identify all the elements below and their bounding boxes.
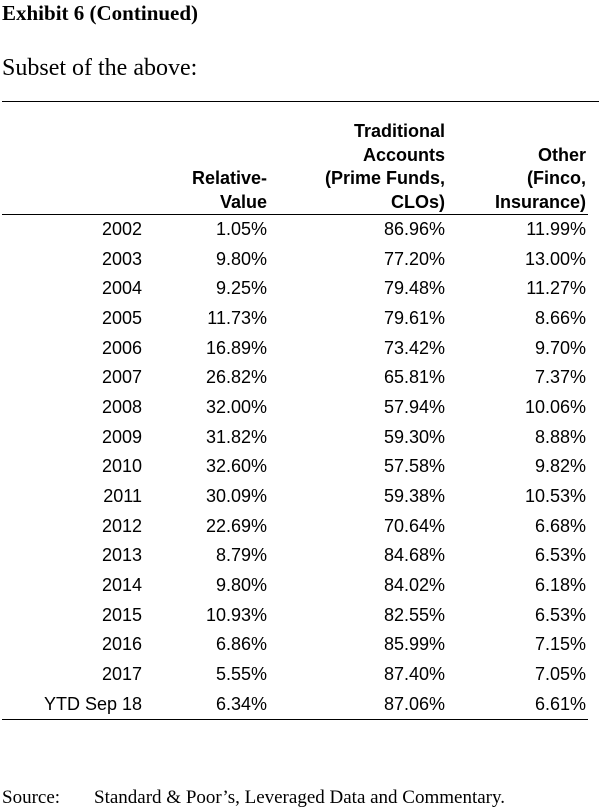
cell-relative-value: 22.69% (205, 515, 267, 536)
table-row: 2013 8.79% 84.68% 6.53% (2, 541, 588, 571)
header-row: Relative- Value Traditional Accounts (Pr… (2, 120, 588, 215)
source-note: Source: Standard & Poor’s, Leveraged Data… (2, 786, 505, 810)
cell-relative-value: 31.82% (205, 426, 267, 447)
cell-relative-value: 6.86% (215, 634, 267, 655)
cell-traditional-accounts: 84.02% (383, 574, 445, 595)
table-row: 2009 31.82% 59.30% 8.88% (2, 423, 588, 453)
cell-year: 2006 (101, 337, 142, 358)
cell-other: 11.99% (526, 219, 586, 239)
cell-traditional-accounts: 79.48% (383, 278, 445, 299)
cell-traditional-accounts: 77.20% (383, 248, 445, 269)
table-body: 2002 1.05% 86.96% 11.99% 2003 9.80% 77.20% 13.0… (2, 215, 588, 721)
cell-year: 2012 (101, 515, 142, 536)
cell-traditional-accounts: 57.58% (383, 456, 445, 477)
table-row: 2004 9.25% 79.48% 11.27% (2, 274, 588, 304)
cell-relative-value: 5.55% (215, 663, 267, 684)
cell-traditional-accounts: 59.38% (383, 485, 445, 506)
cell-other: 6.53% (534, 545, 586, 566)
cell-traditional-accounts: 84.68% (383, 545, 445, 566)
table-row: 2014 9.80% 84.02% 6.18% (2, 571, 588, 601)
cell-relative-value: 30.09% (205, 485, 267, 506)
table-row: YTD Sep 18 6.34% 87.06% 6.61% (2, 689, 588, 721)
cell-relative-value: 32.00% (205, 396, 267, 417)
cell-other: 6.53% (534, 604, 586, 625)
cell-relative-value: 26.82% (205, 367, 267, 388)
cell-relative-value: 1.05% (215, 219, 267, 239)
cell-traditional-accounts: 85.99% (383, 634, 445, 655)
cell-other: 11.27% (526, 278, 586, 299)
table-row: 2008 32.00% 57.94% 10.06% (2, 393, 588, 423)
cell-relative-value: 9.80% (215, 248, 267, 269)
cell-relative-value: 9.80% (215, 574, 267, 595)
cell-relative-value: 16.89% (205, 337, 267, 358)
cell-traditional-accounts: 57.94% (383, 396, 445, 417)
cell-year: YTD Sep 18 (2, 689, 144, 721)
cell-year: 2013 (101, 545, 142, 566)
table-row: 2012 22.69% 70.64% 6.68% (2, 512, 588, 542)
cell-other: 6.18% (534, 574, 586, 595)
cell-year: 2011 (103, 485, 142, 506)
cell-relative-value: 9.25% (215, 278, 267, 299)
table-row: 2010 32.60% 57.58% 9.82% (2, 452, 588, 482)
cell-traditional-accounts: 73.42% (383, 337, 445, 358)
cell-year: 2009 (101, 426, 142, 447)
cell-traditional-accounts: 65.81% (383, 367, 445, 388)
table-row: 2003 9.80% 77.20% 13.00% (2, 245, 588, 275)
cell-other: 7.15% (534, 634, 586, 655)
cell-year: 2007 (101, 367, 142, 388)
table-row: 2015 10.93% 82.55% 6.53% (2, 601, 588, 631)
cell-year: 2008 (101, 396, 142, 417)
cell-relative-value: 8.79% (215, 545, 267, 566)
cell-year: 2016 (101, 634, 142, 655)
cell-year: 2004 (101, 278, 142, 299)
header-year (2, 120, 144, 215)
cell-traditional-accounts: 79.61% (383, 307, 445, 328)
cell-other: 9.82% (534, 456, 586, 477)
cell-other: 8.88% (534, 426, 586, 447)
header-relative-value: Relative- Value (144, 120, 269, 215)
cell-year: 2014 (101, 574, 142, 595)
cell-relative-value: 32.60% (205, 456, 267, 477)
cell-other: 10.53% (524, 485, 586, 506)
source-text: Standard & Poor’s, Leveraged Data and Co… (94, 787, 506, 808)
table-row: 2016 6.86% 85.99% 7.15% (2, 630, 588, 660)
cell-year: 2005 (101, 307, 142, 328)
cell-other: 6.61% (447, 689, 588, 721)
cell-year: 2010 (101, 456, 142, 477)
exhibit-title: Exhibit 6 (Continued) (2, 1, 199, 25)
cell-traditional-accounts: 87.06% (269, 689, 447, 721)
cell-traditional-accounts: 59.30% (383, 426, 445, 447)
cell-year: 2003 (101, 248, 142, 269)
table-row: 2011 30.09% 59.38% 10.53% (2, 482, 588, 512)
exhibit-subtitle: Subset of the above: (2, 55, 198, 81)
cell-traditional-accounts: 82.55% (383, 604, 445, 625)
cell-traditional-accounts: 87.40% (383, 663, 445, 684)
cell-year: 2017 (101, 663, 142, 684)
source-label: Source: (2, 787, 61, 808)
cell-other: 13.00% (524, 248, 586, 269)
cell-other: 6.68% (534, 515, 586, 536)
cell-traditional-accounts: 86.96% (383, 219, 445, 239)
cell-other: 10.06% (524, 396, 586, 417)
cell-other: 7.05% (534, 663, 586, 684)
cell-relative-value: 6.34% (144, 689, 269, 721)
table-row: 2002 1.05% 86.96% 11.99% (2, 215, 588, 245)
cell-other: 7.37% (534, 367, 586, 388)
cell-traditional-accounts: 70.64% (383, 515, 445, 536)
cell-year: 2015 (101, 604, 142, 625)
header-other: Other (Finco, Insurance) (447, 120, 588, 215)
table-row: 2006 16.89% 73.42% 9.70% (2, 334, 588, 364)
table-row: 2007 26.82% 65.81% 7.37% (2, 363, 588, 393)
allocation-table: Relative- Value Traditional Accounts (Pr… (2, 120, 588, 721)
header-traditional-accounts: Traditional Accounts (Prime Funds, CLOs) (269, 120, 447, 215)
cell-other: 9.70% (534, 337, 586, 358)
cell-year: 2002 (101, 219, 142, 239)
table-row: 2005 11.73% 79.61% 8.66% (2, 304, 588, 334)
cell-relative-value: 10.93% (205, 604, 267, 625)
table-row: 2017 5.55% 87.40% 7.05% (2, 660, 588, 690)
top-rule (2, 101, 599, 102)
cell-other: 8.66% (534, 307, 586, 328)
cell-relative-value: 11.73% (207, 307, 267, 328)
